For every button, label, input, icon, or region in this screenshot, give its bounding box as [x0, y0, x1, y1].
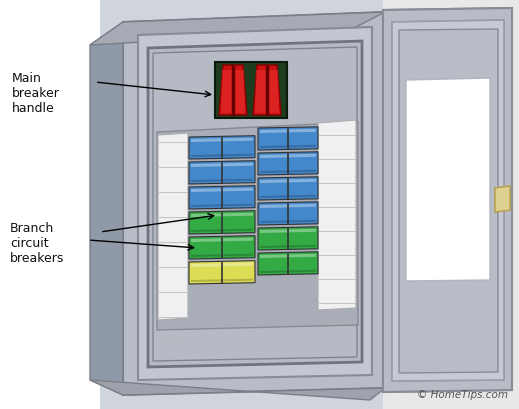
- Polygon shape: [189, 186, 255, 209]
- Polygon shape: [90, 380, 385, 400]
- Polygon shape: [189, 261, 255, 284]
- Polygon shape: [258, 252, 318, 275]
- Polygon shape: [383, 0, 519, 409]
- Polygon shape: [100, 0, 519, 409]
- Polygon shape: [215, 62, 287, 118]
- Polygon shape: [90, 22, 123, 395]
- Polygon shape: [191, 238, 253, 242]
- Polygon shape: [392, 20, 504, 381]
- Polygon shape: [123, 12, 385, 395]
- Polygon shape: [191, 188, 253, 192]
- Polygon shape: [496, 188, 508, 197]
- Polygon shape: [260, 129, 316, 133]
- Polygon shape: [260, 154, 316, 158]
- Text: Main
breaker
handle: Main breaker handle: [12, 72, 60, 115]
- Polygon shape: [260, 220, 316, 223]
- Polygon shape: [191, 263, 253, 267]
- Polygon shape: [189, 161, 255, 184]
- Text: Branch
circuit
breakers: Branch circuit breakers: [10, 222, 64, 265]
- Polygon shape: [383, 10, 390, 392]
- Polygon shape: [191, 279, 253, 282]
- Polygon shape: [260, 170, 316, 173]
- Polygon shape: [258, 227, 318, 250]
- Polygon shape: [383, 8, 512, 18]
- Polygon shape: [258, 202, 318, 225]
- Polygon shape: [153, 47, 357, 361]
- Polygon shape: [189, 136, 255, 159]
- Polygon shape: [189, 236, 255, 259]
- Polygon shape: [260, 245, 316, 248]
- Polygon shape: [260, 179, 316, 183]
- Polygon shape: [219, 65, 247, 115]
- Polygon shape: [191, 154, 253, 157]
- Polygon shape: [495, 186, 510, 212]
- Polygon shape: [258, 152, 318, 175]
- Polygon shape: [157, 122, 358, 330]
- Polygon shape: [495, 186, 510, 212]
- Polygon shape: [90, 12, 385, 45]
- Polygon shape: [191, 254, 253, 257]
- Polygon shape: [148, 41, 362, 367]
- Polygon shape: [406, 78, 490, 281]
- Polygon shape: [260, 229, 316, 233]
- Polygon shape: [189, 211, 255, 234]
- Polygon shape: [221, 70, 245, 113]
- Polygon shape: [383, 8, 512, 392]
- Polygon shape: [191, 213, 253, 217]
- Polygon shape: [383, 8, 512, 392]
- Polygon shape: [258, 127, 318, 150]
- Polygon shape: [255, 70, 279, 113]
- Polygon shape: [258, 177, 318, 200]
- Polygon shape: [191, 179, 253, 182]
- Polygon shape: [260, 195, 316, 198]
- Text: © HomeTips.com: © HomeTips.com: [417, 390, 508, 400]
- Polygon shape: [138, 27, 372, 380]
- Polygon shape: [260, 270, 316, 273]
- Polygon shape: [158, 133, 188, 320]
- Polygon shape: [191, 163, 253, 167]
- Polygon shape: [260, 204, 316, 208]
- Polygon shape: [191, 229, 253, 232]
- Polygon shape: [191, 204, 253, 207]
- Polygon shape: [392, 20, 504, 381]
- Polygon shape: [191, 138, 253, 142]
- Polygon shape: [399, 29, 498, 373]
- Polygon shape: [260, 254, 316, 258]
- Polygon shape: [253, 65, 281, 115]
- Polygon shape: [399, 29, 498, 373]
- Polygon shape: [260, 145, 316, 148]
- Polygon shape: [318, 120, 356, 310]
- Polygon shape: [406, 78, 490, 281]
